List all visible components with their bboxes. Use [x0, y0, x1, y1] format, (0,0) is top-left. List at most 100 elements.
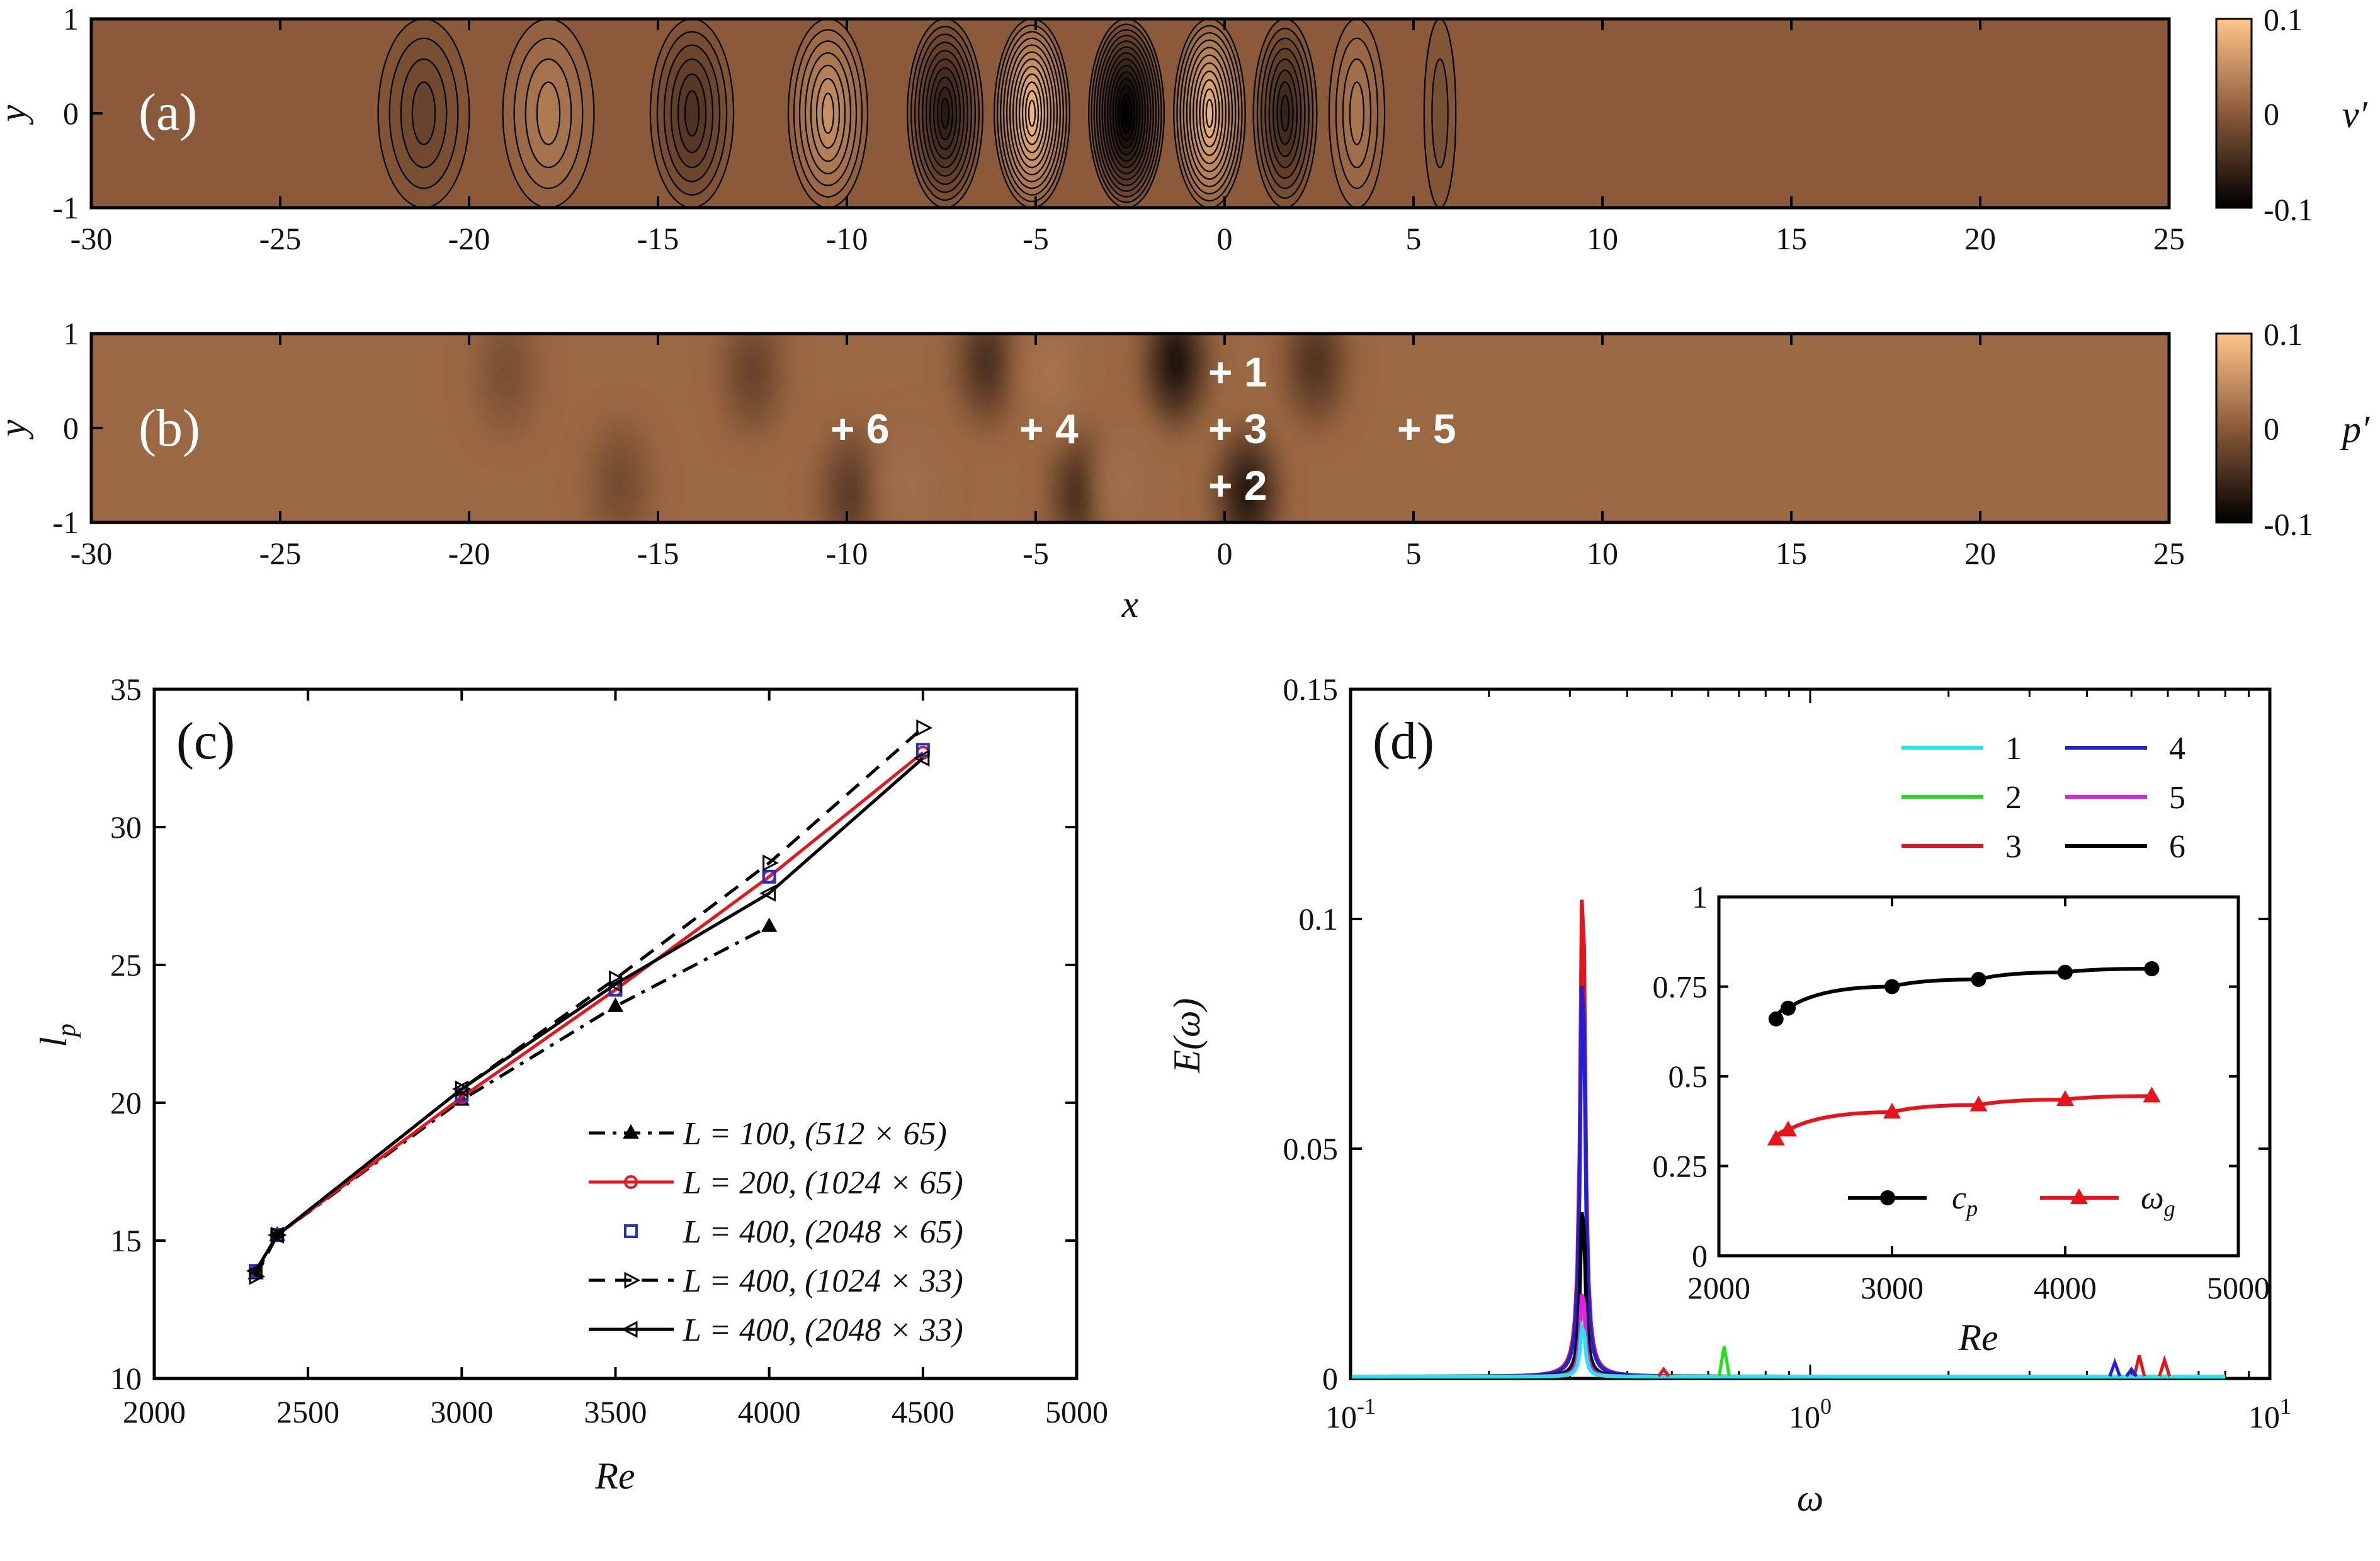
inset-xtick-label: 2000	[1687, 1270, 1750, 1305]
colorbar-a-tick-mid: 0	[2264, 96, 2279, 132]
vortex	[1252, 19, 1318, 208]
panel-b-xtick-label: 5	[1406, 536, 1422, 571]
panel-b-field	[471, 334, 1351, 522]
data-point	[1768, 1011, 1784, 1027]
pressure-level	[496, 352, 518, 390]
panel-a-xtick-label: -30	[71, 221, 113, 256]
colorbar-b-bar	[2215, 332, 2253, 524]
inset-xtick-label: 5000	[2207, 1270, 2270, 1305]
data-point	[1971, 972, 1986, 988]
pressure-blob	[471, 334, 543, 446]
panel-c-ticks: 2000 2500 3000 3500 4000 4500 5000 10 15 20 25 30 35	[110, 672, 1108, 1429]
pressure-level	[976, 343, 997, 381]
colorbar-b-tick-bottom: -0.1	[2264, 507, 2313, 542]
inset-xlabel: Re	[1958, 1317, 1998, 1358]
pressure-level	[840, 475, 861, 513]
legend-marker	[2070, 1188, 2088, 1204]
secondary-peak	[2133, 1355, 2146, 1377]
legend-label: ωg	[2141, 1180, 2175, 1221]
vortex	[994, 19, 1070, 208]
data-point	[2143, 1086, 2161, 1103]
panel-d-ytick-label: 0	[1322, 1361, 1338, 1396]
contour-level	[1028, 99, 1036, 127]
data-point	[916, 719, 933, 736]
contour-level	[821, 93, 835, 134]
probe-marker-6: + 6	[830, 405, 890, 452]
pressure-level	[1070, 475, 1092, 513]
panel-a-contours	[377, 19, 1457, 208]
inset-ytick-label: 0.5	[1669, 1059, 1708, 1094]
panel-b-yticks: 1 0 -1	[52, 316, 103, 540]
panel-c-legend: L = 100, (512 × 65) L = 200, (1024 × 65) L…	[589, 1116, 963, 1348]
inset-ytick-label: 0.25	[1653, 1149, 1708, 1184]
vortex	[1328, 19, 1386, 208]
legend-label: 3	[2005, 829, 2022, 865]
panel-c-xtick-label: 3000	[430, 1394, 493, 1429]
panel-b-xtick-label: 10	[1587, 536, 1618, 571]
contour-level	[1349, 81, 1365, 145]
contour-level	[1205, 98, 1214, 128]
probe-marker-4: + 4	[1019, 405, 1079, 452]
data-point	[452, 1080, 468, 1098]
panel-c-xtick-label: 2000	[123, 1394, 186, 1429]
panel-c-xtick-label: 5000	[1045, 1394, 1108, 1429]
panel-b-xtick-label: -30	[71, 536, 113, 571]
panel-b-ylabel: y	[0, 419, 33, 440]
panel-a-ylabel: y	[0, 104, 33, 125]
panel-b-ytick-label: 0	[63, 410, 79, 446]
panel-d-label: (d)	[1373, 712, 1434, 770]
pressure-level	[1040, 352, 1062, 390]
panel-a-xtick-label: -25	[259, 221, 302, 256]
panel-c-legend-entry-1: L = 100, (512 × 65)	[589, 1116, 947, 1152]
probe-marker-2: + 2	[1208, 462, 1267, 509]
pressure-level	[1165, 343, 1186, 381]
panel-d-xtick-exponent: 0	[1820, 1394, 1832, 1419]
panel-d-ytick-label: 0.15	[1283, 672, 1339, 707]
inset-legend-entry-omega-g: ωg	[2040, 1180, 2175, 1221]
panel-b-ytick-label: -1	[52, 505, 79, 540]
legend-label: cp	[1952, 1180, 1978, 1221]
legend-label: 5	[2169, 780, 2185, 816]
contour-level	[411, 81, 436, 145]
legend-label: L = 400, (2048 × 33)	[683, 1312, 963, 1348]
data-point	[268, 1226, 284, 1244]
panel-c-xtick-label: 4000	[738, 1394, 801, 1429]
pressure-level	[1116, 466, 1137, 504]
colorbar-b-tick-top: 0.1	[2264, 317, 2303, 352]
probe-markers: + 1 + 2 + 3 + 4 + 5 + 6	[830, 349, 1456, 509]
contour-level	[1123, 101, 1130, 126]
data-point	[2144, 961, 2160, 976]
panel-c-xtick-label: 2500	[276, 1394, 339, 1429]
panel-c-ytick-label: 25	[110, 947, 142, 983]
data-point	[915, 743, 930, 757]
vortex	[1423, 19, 1457, 208]
data-point	[249, 1268, 266, 1285]
vortex	[787, 19, 869, 208]
pressure-blob	[717, 334, 788, 446]
contour-level	[940, 98, 950, 129]
panel-d-legend-entry-1: 1	[1901, 731, 2022, 767]
inset-legend: cp ωg	[1848, 1180, 2175, 1221]
panel-d-xtick-exponent: -1	[1357, 1394, 1376, 1419]
probe-marker-3: + 3	[1208, 405, 1267, 452]
panel-d-legend-entry-5: 5	[2065, 780, 2185, 816]
pressure-blob	[875, 410, 947, 522]
panel-b-xtick-label: -20	[448, 536, 490, 571]
panel-a-xtick-label: 10	[1587, 221, 1618, 256]
pressure-level	[1305, 343, 1326, 381]
vortex	[377, 19, 470, 208]
colorbar-b-label: p′	[2340, 409, 2370, 450]
panel-d-xtick-label: 10-1	[1325, 1394, 1376, 1434]
data-point	[621, 1321, 638, 1338]
panel-c-ylabel: lp	[33, 1023, 81, 1047]
panel-a-xtick-label: 15	[1776, 221, 1807, 256]
panel-b-ytick-label: 1	[63, 316, 79, 351]
secondary-peak	[2125, 1367, 2138, 1377]
data-point	[762, 854, 779, 872]
panel-d-ytick-label: 0.1	[1299, 901, 1339, 937]
pressure-level	[1237, 475, 1258, 513]
data-point	[1779, 1120, 1797, 1137]
panel-d-legend-entry-6: 6	[2065, 829, 2185, 865]
pressure-blob	[951, 334, 1023, 436]
